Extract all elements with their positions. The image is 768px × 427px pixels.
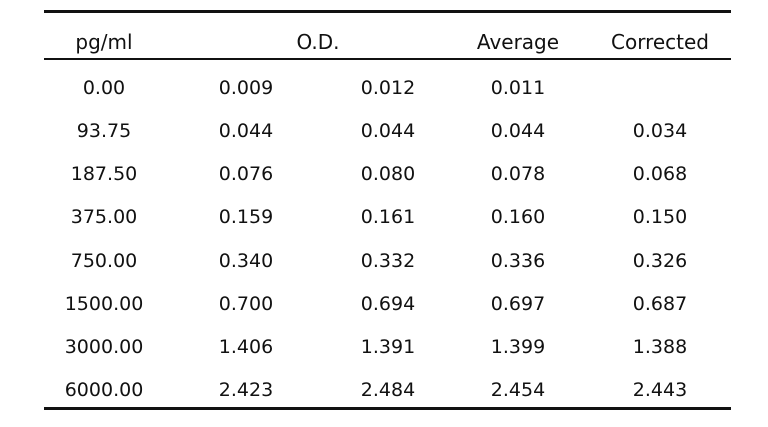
cell-corrected: 2.443	[632, 379, 688, 401]
header-average: Average	[476, 30, 560, 54]
cell-od-2: 0.012	[360, 77, 416, 99]
cell-corrected: 0.068	[632, 163, 688, 185]
cell-od-1: 0.044	[218, 120, 274, 142]
cell-concentration: 3000.00	[64, 336, 144, 358]
cell-average: 0.078	[490, 163, 546, 185]
cell-concentration: 0.00	[82, 77, 126, 99]
cell-od-2: 0.044	[360, 120, 416, 142]
table-top-rule	[44, 10, 731, 13]
cell-od-1: 0.009	[218, 77, 274, 99]
cell-corrected: 0.326	[632, 250, 688, 272]
cell-od-1: 0.700	[218, 293, 274, 315]
cell-corrected: 1.388	[632, 336, 688, 358]
cell-average: 1.399	[490, 336, 546, 358]
cell-concentration: 6000.00	[64, 379, 144, 401]
table-bottom-rule	[44, 407, 731, 410]
cell-od-1: 0.340	[218, 250, 274, 272]
cell-od-2: 0.332	[360, 250, 416, 272]
cell-average: 0.044	[490, 120, 546, 142]
cell-corrected: 0.150	[632, 206, 688, 228]
cell-average: 0.160	[490, 206, 546, 228]
header-od: O.D.	[296, 30, 340, 54]
header-rule	[44, 58, 731, 60]
cell-od-2: 0.161	[360, 206, 416, 228]
cell-concentration: 750.00	[70, 250, 138, 272]
header-concentration: pg/ml	[75, 30, 133, 54]
cell-average: 0.336	[490, 250, 546, 272]
cell-corrected: 0.687	[632, 293, 688, 315]
cell-average: 0.011	[490, 77, 546, 99]
cell-od-1: 0.159	[218, 206, 274, 228]
cell-average: 0.697	[490, 293, 546, 315]
cell-od-1: 2.423	[218, 379, 274, 401]
cell-od-1: 0.076	[218, 163, 274, 185]
cell-concentration: 187.50	[70, 163, 138, 185]
cell-concentration: 375.00	[70, 206, 138, 228]
cell-concentration: 1500.00	[64, 293, 144, 315]
header-corrected: Corrected	[611, 30, 709, 54]
cell-average: 2.454	[490, 379, 546, 401]
cell-od-2: 0.694	[360, 293, 416, 315]
cell-corrected: 0.034	[632, 120, 688, 142]
cell-od-2: 1.391	[360, 336, 416, 358]
cell-od-2: 2.484	[360, 379, 416, 401]
cell-od-2: 0.080	[360, 163, 416, 185]
cell-od-1: 1.406	[218, 336, 274, 358]
cell-concentration: 93.75	[76, 120, 132, 142]
